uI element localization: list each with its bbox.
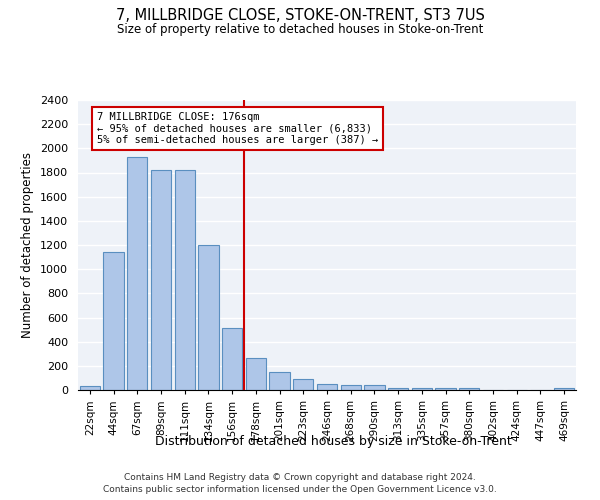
- Text: Size of property relative to detached houses in Stoke-on-Trent: Size of property relative to detached ho…: [117, 22, 483, 36]
- Bar: [317, 384, 337, 390]
- Bar: [103, 252, 124, 390]
- Bar: [412, 388, 432, 390]
- Y-axis label: Number of detached properties: Number of detached properties: [22, 152, 34, 338]
- Text: Distribution of detached houses by size in Stoke-on-Trent: Distribution of detached houses by size …: [155, 435, 511, 448]
- Text: 7, MILLBRIDGE CLOSE, STOKE-ON-TRENT, ST3 7US: 7, MILLBRIDGE CLOSE, STOKE-ON-TRENT, ST3…: [116, 8, 484, 22]
- Text: 7 MILLBRIDGE CLOSE: 176sqm
← 95% of detached houses are smaller (6,833)
5% of se: 7 MILLBRIDGE CLOSE: 176sqm ← 95% of deta…: [97, 112, 378, 146]
- Bar: [341, 385, 361, 390]
- Bar: [175, 170, 195, 390]
- Bar: [459, 388, 479, 390]
- Bar: [554, 388, 574, 390]
- Bar: [199, 245, 218, 390]
- Bar: [436, 388, 455, 390]
- Bar: [269, 372, 290, 390]
- Bar: [246, 358, 266, 390]
- Bar: [222, 328, 242, 390]
- Bar: [364, 385, 385, 390]
- Bar: [388, 388, 408, 390]
- Text: Contains public sector information licensed under the Open Government Licence v3: Contains public sector information licen…: [103, 485, 497, 494]
- Bar: [80, 386, 100, 390]
- Text: Contains HM Land Registry data © Crown copyright and database right 2024.: Contains HM Land Registry data © Crown c…: [124, 472, 476, 482]
- Bar: [127, 157, 148, 390]
- Bar: [151, 170, 171, 390]
- Bar: [293, 379, 313, 390]
